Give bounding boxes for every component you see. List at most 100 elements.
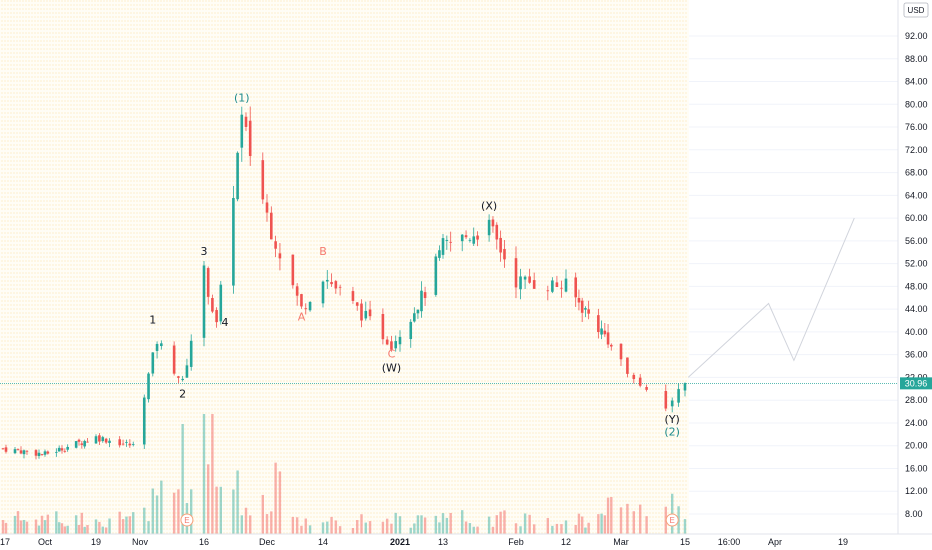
candle (248, 106, 252, 166)
candle (66, 444, 69, 452)
volume-bar (300, 525, 303, 534)
time-axis[interactable] (0, 534, 932, 550)
price-tick-label: 16.00 (905, 463, 928, 473)
candle (546, 285, 550, 301)
volume-bar (523, 513, 527, 534)
price-tick-label: 20.00 (905, 441, 928, 451)
volume-bar (409, 527, 412, 534)
candle (291, 254, 295, 289)
volume-bar (236, 470, 239, 534)
svg-text:E: E (184, 516, 189, 525)
candle (60, 445, 64, 454)
wave-label: (1) (234, 91, 250, 104)
volume-bar (291, 516, 295, 534)
candle (19, 446, 23, 455)
candle (564, 269, 568, 293)
volume-bar (308, 525, 312, 534)
price-tick-label: 12.00 (905, 486, 928, 496)
volume-bar (351, 527, 355, 534)
historical-shading (1, 0, 687, 534)
candle (4, 444, 8, 454)
price-tick-label: 52.00 (905, 259, 928, 269)
candle (34, 449, 38, 460)
volume-bar (445, 517, 449, 534)
volume-bar (25, 521, 29, 534)
candle (626, 357, 629, 378)
volume-bar (147, 521, 150, 534)
volume-bar (606, 497, 610, 534)
volume-bar (364, 522, 367, 534)
last-price-badge: 30.96 (900, 377, 932, 390)
volume-bar (434, 515, 438, 534)
volume-bar (587, 522, 590, 534)
wave-label: (Y) (665, 413, 680, 426)
candle (94, 434, 98, 444)
candle (147, 372, 150, 403)
volume-bar (34, 519, 38, 534)
volume-bar (423, 517, 427, 534)
time-tick-label: Apr (768, 537, 782, 547)
candle (368, 300, 372, 321)
candle (46, 450, 50, 455)
candle (551, 277, 554, 294)
volume-bar (495, 515, 498, 534)
volume-bar (121, 519, 125, 534)
candle (189, 334, 193, 371)
svg-text:E: E (670, 516, 675, 525)
time-tick-label: Nov (132, 537, 149, 547)
candle (74, 440, 78, 449)
candle (261, 152, 265, 204)
candle (398, 330, 402, 352)
candle (351, 286, 355, 304)
candle (219, 280, 223, 325)
time-tick-label: Mar (613, 537, 629, 547)
candle (523, 275, 527, 290)
volume-bar (160, 480, 163, 534)
volume-bar (172, 492, 176, 534)
volume-bar (555, 523, 559, 534)
volume-bar (574, 524, 577, 534)
currency-badge[interactable]: USD (903, 2, 929, 18)
wave-label: 3 (201, 245, 208, 258)
volume-bar (270, 511, 273, 534)
volume-bar (151, 488, 154, 534)
volume-bar (413, 523, 416, 534)
volume-bar (645, 516, 648, 534)
volume-bar (40, 515, 44, 534)
volume-bar (449, 512, 452, 534)
candle (472, 227, 476, 246)
wave-label: B (319, 245, 327, 258)
candle (409, 319, 413, 348)
volume-bar (532, 524, 536, 534)
volume-bar (597, 514, 600, 534)
volume-bar (600, 513, 603, 534)
price-axis[interactable] (898, 0, 932, 534)
candle (597, 308, 600, 339)
candle (468, 238, 472, 243)
volume-bar (499, 511, 502, 534)
wave-label: (W) (382, 362, 401, 375)
volume-bar (528, 514, 531, 534)
price-tick-label: 24.00 (905, 418, 928, 428)
candle (528, 268, 531, 284)
candle (580, 297, 584, 322)
volume-bar (181, 424, 184, 534)
candle (206, 266, 210, 305)
candle (577, 289, 581, 311)
candle (555, 275, 559, 288)
candle (487, 214, 491, 242)
candlesticks[interactable] (1, 106, 687, 460)
candle (476, 231, 479, 247)
volume-bar (472, 526, 475, 534)
volume-bar (639, 504, 642, 534)
candle (464, 230, 468, 240)
candle (22, 449, 26, 459)
volume-bar (683, 519, 687, 534)
candle (172, 341, 176, 376)
candle (55, 448, 58, 457)
candle (364, 301, 368, 321)
price-tick-label: 28.00 (905, 395, 928, 405)
